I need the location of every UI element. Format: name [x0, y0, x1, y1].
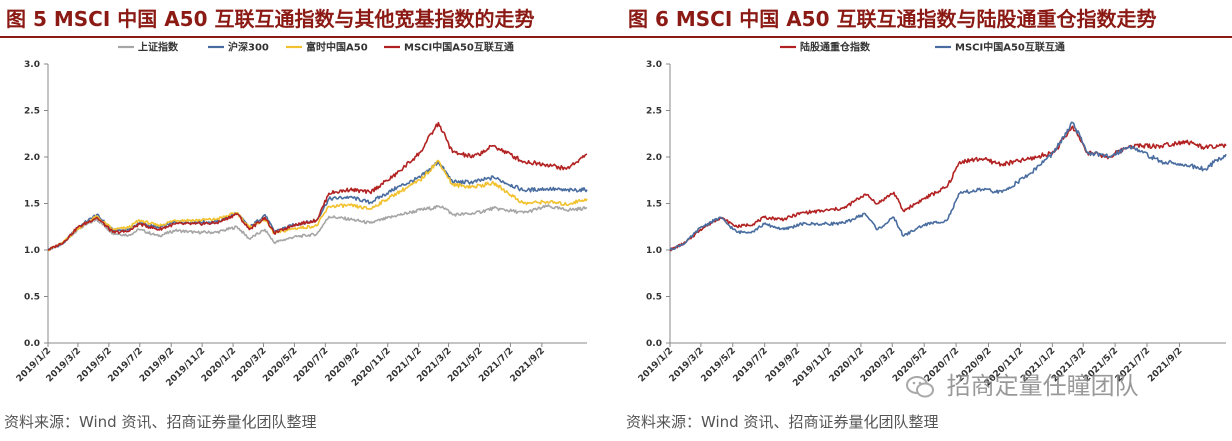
line-chart: 0.00.51.01.52.02.53.02019/1/22019/3/2201…: [637, 41, 1227, 389]
source-note: 资料来源：Wind 资讯、招商证券量化团队整理: [626, 413, 939, 431]
series-line: [47, 160, 588, 251]
watermark-text: 招商定量任瞳团队: [946, 372, 1139, 400]
y-tick-label: 1.5: [24, 200, 40, 210]
legend-label: MSCI中国A50互联互通: [955, 41, 1065, 54]
series-line: [47, 204, 588, 251]
y-tick-label: 2.0: [24, 153, 40, 163]
y-tick-label: 0.5: [24, 293, 40, 303]
title-underline: [622, 36, 1232, 38]
y-tick-label: 2.5: [646, 107, 662, 117]
line-chart: 0.00.51.01.52.02.53.02019/1/22019/3/2201…: [15, 41, 588, 389]
series-line: [669, 121, 1227, 251]
y-tick-label: 0.0: [646, 339, 662, 349]
chart-panel-left: 图 5 MSCI 中国 A50 互联互通指数与其他宽基指数的走势 0.0 0.5 1…: [0, 7, 622, 431]
chart-title: 图 5 MSCI 中国 A50 互联互通指数与其他宽基指数的走势: [6, 7, 535, 31]
y-tick-label: 0.0: [24, 339, 40, 349]
legend-label: 沪深300: [228, 41, 269, 54]
legend-label: MSCI中国A50互联互通: [404, 41, 514, 54]
source-note: 资料来源：Wind 资讯、招商证券量化团队整理: [4, 413, 317, 431]
legend-label: 陆股通重仓指数: [800, 41, 871, 54]
legend-label: 上证指数: [138, 41, 179, 54]
y-tick-label: 3.0: [24, 60, 40, 70]
y-tick-label: 1.5: [646, 200, 662, 210]
y-tick-label: 2.0: [646, 153, 662, 163]
legend-label: 富时中国A50: [306, 41, 368, 54]
series-line: [47, 121, 588, 251]
chart-title: 图 6 MSCI 中国 A50 互联互通指数与陆股通重仓指数走势: [628, 7, 1157, 31]
title-underline: [0, 36, 622, 38]
x-tick-label: 2021/9/2: [1146, 346, 1184, 384]
series-line: [47, 159, 588, 252]
y-tick-label: 1.0: [24, 246, 40, 256]
watermark: 招商定量任瞳团队: [905, 366, 1139, 401]
y-tick-label: 1.0: [646, 246, 662, 256]
chart-panel-right: 图 6 MSCI 中国 A50 互联互通指数与陆股通重仓指数走势 0.0 0.5 1…: [622, 0, 1232, 441]
y-tick-label: 3.0: [646, 60, 662, 70]
y-tick-label: 0.5: [646, 293, 662, 303]
y-tick-label: 2.5: [24, 107, 40, 117]
wechat-icon: [906, 376, 934, 398]
x-tick-label: 2021/9/2: [509, 346, 547, 384]
